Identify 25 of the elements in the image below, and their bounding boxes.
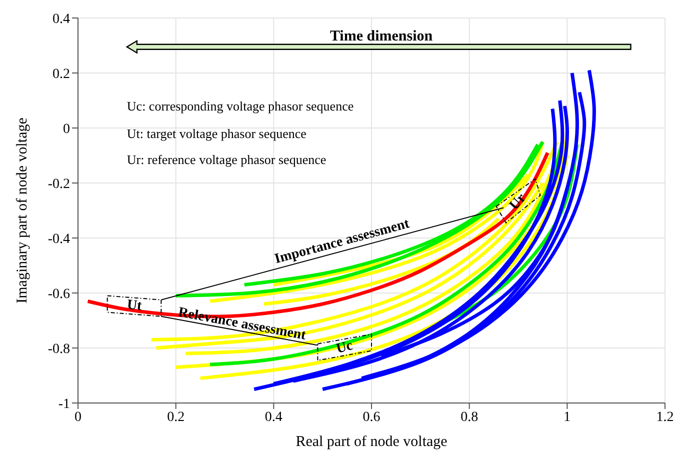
annotation: Ut: target voltage phasor sequence	[126, 126, 307, 141]
y-axis-title: Imaginary part of node voltage	[14, 117, 30, 304]
y-tick-label: 0.2	[52, 66, 70, 82]
y-tick-label: 0	[63, 122, 70, 137]
y-tick-label: -0.8	[48, 342, 70, 357]
x-tick-label: 0.8	[460, 410, 478, 425]
x-tick-label: 1	[564, 410, 571, 425]
annotation: Uc: corresponding voltage phasor sequence	[126, 98, 354, 114]
x-tick-label: 0.4	[264, 410, 282, 425]
annotation: Ut	[126, 298, 143, 314]
annotation: Ur	[507, 190, 530, 214]
x-axis-title: Real part of node voltage	[296, 434, 448, 450]
x-tick-label: 0	[74, 410, 82, 425]
y-tick-label: 0.4	[52, 12, 70, 27]
y-tick-label: -1	[58, 396, 70, 412]
annotation: Ur: reference voltage phasor sequence	[126, 152, 326, 167]
x-tick-label: 0.2	[167, 410, 185, 425]
y-tick-label: -0.6	[48, 286, 70, 302]
annotation: Uc	[334, 338, 354, 357]
annotation: Time dimension	[330, 28, 434, 45]
y-tick-label: -0.2	[48, 176, 70, 192]
x-tick-label: 1.2	[656, 410, 674, 425]
y-tick-label: -0.4	[48, 232, 70, 247]
annotation: Relevance assessment	[176, 305, 308, 344]
x-tick-label: 0.6	[362, 410, 380, 425]
